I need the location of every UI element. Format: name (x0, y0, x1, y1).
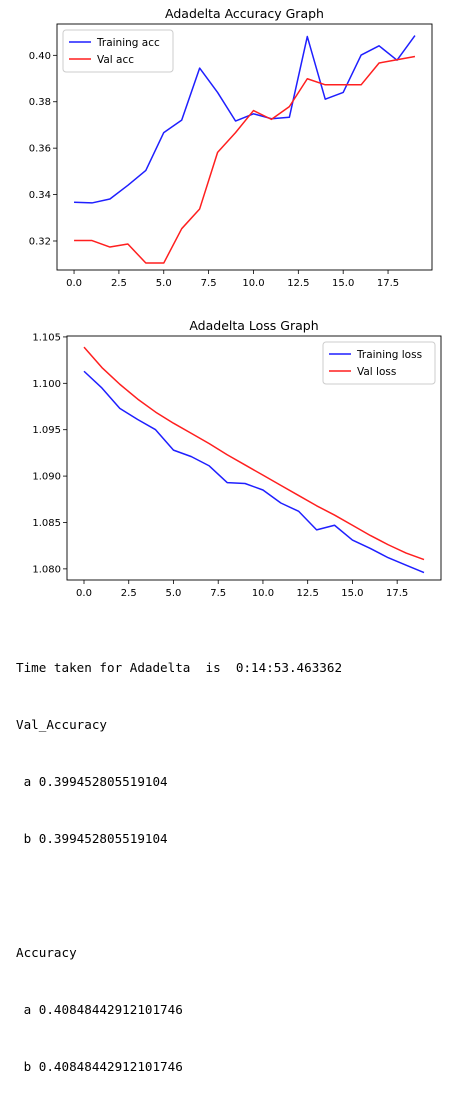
legend-label: Training acc (96, 37, 160, 49)
accuracy-chart: Adadelta Accuracy Graph 0.0 2.5 5.0 7.5 10.0 1… (0, 0, 473, 305)
legend-label: Val loss (357, 366, 396, 378)
accuracy-chart-svg: Adadelta Accuracy Graph 0.0 2.5 5.0 7.5 10.0 1… (29, 6, 433, 289)
series-line-training-loss (83, 370, 425, 574)
x-tick-label: 17.5 (377, 278, 399, 289)
x-tick-label: 7.5 (210, 588, 226, 599)
val-accuracy-label: Val_Accuracy (16, 717, 107, 732)
legend: Training acc Val acc (62, 29, 174, 73)
loss-chart: Adadelta Loss Graph 0.0 2.5 5.0 7.5 10.0 12.5 1… (0, 310, 473, 615)
x-tick-label: 0.0 (76, 588, 92, 599)
console-output: Time taken for Adadelta is 0:14:53.46336… (16, 620, 342, 1095)
x-tick-label: 5.0 (156, 278, 172, 289)
y-tick-label: 0.34 (29, 190, 51, 201)
y-tick-label: 1.105 (32, 332, 61, 343)
legend: Training loss Val loss (322, 341, 436, 385)
legend-box (62, 29, 174, 73)
x-tick-label: 15.0 (332, 278, 354, 289)
legend-box (322, 341, 436, 385)
series-line-val-loss (83, 346, 425, 561)
time-taken-line: Time taken for Adadelta is 0:14:53.46336… (16, 660, 343, 675)
x-tick-label: 15.0 (341, 588, 363, 599)
y-tick-label: 1.090 (32, 472, 61, 483)
legend-label: Val acc (97, 54, 134, 66)
blank-line (16, 886, 342, 905)
val-accuracy-a: a 0.399452805519104 (16, 774, 168, 789)
x-tick-label: 12.5 (287, 278, 309, 289)
x-tick-label: 17.5 (386, 588, 408, 599)
x-tick-label: 2.5 (111, 278, 127, 289)
y-tick-label: 0.36 (29, 144, 51, 155)
x-tick-label: 12.5 (297, 588, 319, 599)
chart-title: Adadelta Loss Graph (189, 318, 318, 333)
series-line-training-acc (74, 35, 416, 204)
y-tick-label: 0.40 (29, 51, 51, 62)
legend-label: Training loss (356, 349, 422, 361)
accuracy-label: Accuracy (16, 945, 77, 960)
loss-chart-svg: Adadelta Loss Graph 0.0 2.5 5.0 7.5 10.0 12.5 1… (32, 318, 442, 599)
val-accuracy-b: b 0.399452805519104 (16, 831, 168, 846)
accuracy-a: a 0.40848442912101746 (16, 1002, 183, 1017)
accuracy-b: b 0.40848442912101746 (16, 1059, 183, 1074)
x-tick-label: 10.0 (242, 278, 264, 289)
plot-frame (66, 335, 442, 581)
x-tick-label: 7.5 (201, 278, 217, 289)
y-tick-label: 1.085 (32, 518, 61, 529)
plot-frame (56, 23, 433, 271)
y-tick-label: 1.080 (32, 564, 61, 575)
chart-title: Adadelta Accuracy Graph (165, 6, 324, 21)
y-tick-label: 0.32 (29, 236, 51, 247)
x-tick-label: 2.5 (121, 588, 137, 599)
y-tick-label: 0.38 (29, 97, 51, 108)
x-tick-label: 10.0 (252, 588, 274, 599)
y-tick-label: 1.100 (32, 379, 61, 390)
y-tick-label: 1.095 (32, 425, 61, 436)
series-line-val-acc (74, 55, 416, 264)
x-tick-label: 5.0 (166, 588, 182, 599)
x-tick-label: 0.0 (66, 278, 82, 289)
